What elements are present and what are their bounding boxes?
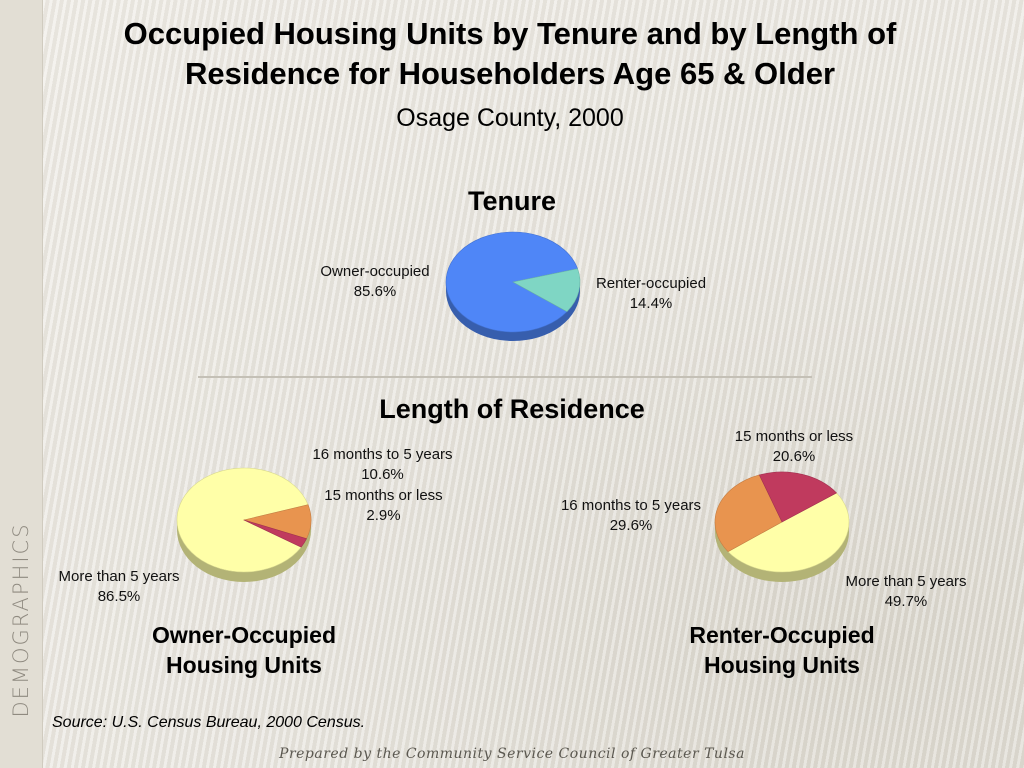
- section-divider: [198, 376, 812, 378]
- source-note: Source: U.S. Census Bureau, 2000 Census.: [52, 714, 366, 731]
- title-line-1: Occupied Housing Units by Tenure and by …: [123, 16, 897, 51]
- owner-more-5yr-name: More than 5 years: [58, 568, 180, 585]
- renter-16mo-5yr-value: 29.6%: [609, 517, 653, 534]
- renter-caption-line-1: Renter-Occupied: [689, 622, 875, 648]
- tenure-pie-chart: [445, 231, 581, 341]
- renter-more-5yr-name: More than 5 years: [845, 573, 967, 590]
- tenure-slice-2: [512, 268, 581, 313]
- length-heading: Length of Residence: [379, 394, 645, 424]
- renter-slice-1: [727, 492, 850, 573]
- sidebar-label: DEMOGRAPHICS: [9, 522, 33, 718]
- renter-16mo-5yr-label: 16 months to 5 years 29.6%: [540, 496, 722, 536]
- owner-occupied-label: Owner-occupied 85.6%: [300, 262, 450, 302]
- renter-more-5yr-label: More than 5 years 49.7%: [826, 572, 986, 612]
- owner-chart-caption: Owner-Occupied Housing Units: [124, 620, 364, 680]
- owner-occupied-name: Owner-occupied: [320, 263, 430, 280]
- owner-caption-line-2: Housing Units: [166, 652, 322, 678]
- owner-15mo-label: 15 months or less 2.9%: [306, 486, 461, 526]
- renter-pie-chart: [714, 471, 850, 582]
- owner-15mo-value: 2.9%: [366, 507, 401, 524]
- renter-more-5yr-value: 49.7%: [884, 593, 928, 610]
- renter-15mo-label: 15 months or less 20.6%: [716, 427, 872, 467]
- renter-15mo-name: 15 months or less: [734, 428, 854, 445]
- page-subtitle: Osage County, 2000: [396, 104, 624, 132]
- renter-slice-2: [714, 474, 783, 553]
- renter-occupied-name: Renter-occupied: [595, 275, 707, 292]
- renter-slice-3: [758, 471, 838, 523]
- owner-pie-chart: [176, 467, 312, 582]
- renter-chart-caption: Renter-Occupied Housing Units: [662, 620, 902, 680]
- owner-caption-line-1: Owner-Occupied: [151, 622, 337, 648]
- owner-more-5yr-value: 86.5%: [97, 588, 141, 605]
- owner-16mo-5yr-name: 16 months to 5 years: [312, 446, 453, 463]
- owner-slice-3: [243, 519, 307, 548]
- owner-16mo-5yr-label: 16 months to 5 years 10.6%: [290, 445, 475, 485]
- page-title: Occupied Housing Units by Tenure and by …: [60, 14, 960, 94]
- renter-15mo-value: 20.6%: [772, 448, 816, 465]
- sidebar: DEMOGRAPHICS: [0, 0, 43, 768]
- tenure-slice-1: [445, 231, 578, 333]
- owner-more-5yr-label: More than 5 years 86.5%: [40, 567, 198, 607]
- owner-slice-1: [176, 467, 309, 573]
- renter-caption-line-2: Housing Units: [704, 652, 860, 678]
- renter-occupied-value: 14.4%: [629, 295, 673, 312]
- title-line-2: Residence for Householders Age 65 & Olde…: [184, 56, 836, 91]
- owner-occupied-value: 85.6%: [353, 283, 397, 300]
- footer-credit: Prepared by the Community Service Counci…: [279, 746, 745, 762]
- owner-16mo-5yr-value: 10.6%: [361, 466, 404, 483]
- owner-15mo-name: 15 months or less: [324, 487, 443, 504]
- renter-16mo-5yr-name: 16 months to 5 years: [560, 497, 702, 514]
- renter-occupied-label: Renter-occupied 14.4%: [576, 274, 726, 314]
- tenure-heading: Tenure: [467, 186, 556, 216]
